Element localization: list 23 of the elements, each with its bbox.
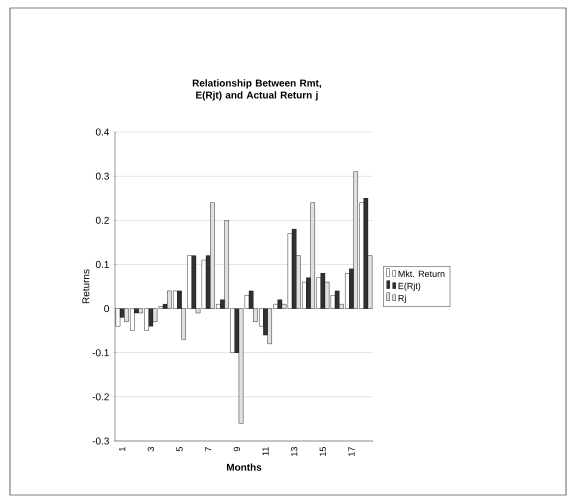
y-tick-label: 0.3: [96, 172, 109, 180]
y-tick-label: 0.2: [96, 216, 109, 224]
y-tick-label: -0.2: [92, 393, 109, 400]
x-tick-label: 7: [205, 447, 212, 452]
y-tick-label: 0: [104, 305, 109, 312]
legend-label: Rj: [398, 294, 406, 304]
y-tick-label: -0.1: [92, 349, 109, 356]
x-tick-label: 5: [176, 447, 183, 452]
x-axis-title: Months: [226, 463, 262, 471]
x-tick-label: 3: [148, 447, 154, 452]
legend-label: E(Rjt): [398, 282, 420, 291]
y-axis-title: Returns: [82, 269, 90, 304]
x-tick-label: 15: [320, 447, 326, 456]
y-tick-label: -0.3: [92, 437, 109, 445]
x-tick-label: 11: [262, 447, 269, 456]
y-tick-label: 0.4: [96, 128, 110, 136]
y-tick-label: 0.1: [96, 260, 109, 268]
x-tick-label: 9: [234, 447, 240, 452]
x-tick-label: 1: [119, 447, 126, 451]
legend-label: Mkt. Return: [398, 270, 444, 278]
chart-title: Relationship Between Rmt, E(Rjt) and Actual Return j: [192, 79, 321, 101]
x-tick-label: 17: [348, 447, 355, 456]
x-tick-label: 13: [290, 447, 298, 456]
